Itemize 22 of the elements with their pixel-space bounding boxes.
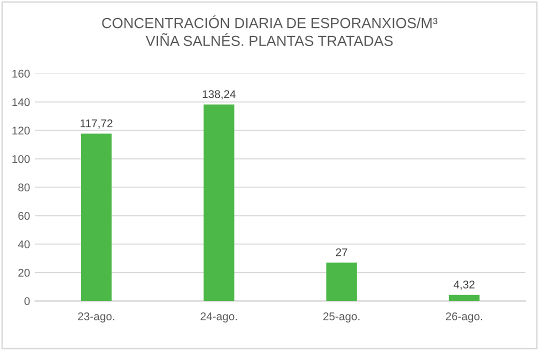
y-tick-label: 140	[12, 98, 30, 106]
y-tick-label: 60	[18, 212, 30, 220]
y-tick-label: 20	[18, 268, 30, 277]
x-tick-label: 25-ago.	[323, 312, 360, 322]
data-label: 117,72	[80, 119, 112, 129]
y-tick-label: 120	[12, 126, 30, 135]
y-tick-label: 0	[24, 297, 30, 306]
bar	[448, 294, 480, 301]
data-label: 138,24	[202, 90, 236, 100]
bar	[81, 134, 112, 301]
x-tick-label: 23-ago.	[78, 312, 114, 322]
data-label: 27	[336, 248, 348, 256]
y-tick-label: 80	[18, 184, 30, 192]
y-tick-label: 40	[18, 240, 30, 248]
y-tick-label: 100	[12, 155, 30, 163]
x-tick-label: 24-ago.	[200, 312, 237, 322]
chart-title: CONCENTRACIÓN DIARIA DE ESPORANXIOS/M³ VIÑA SALNÉS. PLANTAS TRATADAS	[102, 15, 438, 46]
bar	[204, 104, 234, 301]
x-tick-label: 26-ago.	[446, 312, 482, 322]
y-tick-label: 160	[12, 70, 30, 78]
bar	[326, 262, 357, 301]
data-label: 4,32	[454, 280, 474, 290]
